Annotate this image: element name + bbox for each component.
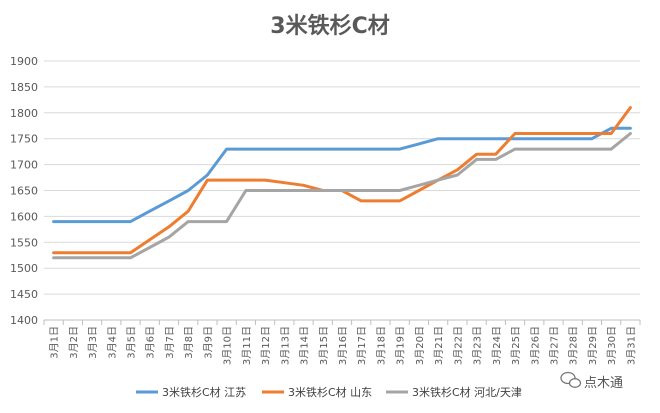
x-tick-label: 3月7日 — [164, 326, 176, 359]
x-tick-label: 3月2日 — [68, 326, 80, 359]
x-tick-label: 3月13日 — [279, 326, 291, 365]
x-tick-label: 3月29日 — [587, 326, 599, 365]
series-line-1 — [52, 126, 632, 224]
series-line-2 — [52, 106, 632, 255]
x-tick-label: 3月15日 — [318, 326, 330, 365]
y-tick-label: 1700 — [10, 159, 38, 172]
legend-label: 3米铁杉C材 河北/天津 — [412, 385, 522, 399]
axes: 1400 1450 1500 1550 1600 1650 1700 1750 1800 1850… — [10, 55, 641, 365]
legend: 3米铁杉C材 江苏 3米铁杉C材 山东 3米铁杉C材 河北/天津 — [136, 385, 522, 399]
y-tick-label: 1400 — [10, 314, 38, 327]
x-tick-label: 3月10日 — [222, 326, 234, 365]
watermark: 点木通 — [560, 371, 623, 391]
x-tick-label: 3月22日 — [452, 326, 464, 365]
x-tick-label: 3月30日 — [606, 326, 618, 365]
series-lines — [52, 106, 632, 260]
y-tick-label: 1750 — [10, 133, 38, 146]
x-tick-label: 3月1日 — [49, 326, 61, 359]
x-tick-label: 3月27日 — [548, 326, 560, 365]
legend-label: 3米铁杉C材 江苏 — [162, 385, 246, 399]
x-tick-label: 3月21日 — [433, 326, 445, 365]
x-tick-label: 3月5日 — [126, 326, 138, 359]
legend-label: 3米铁杉C材 山东 — [288, 385, 372, 399]
x-tick-label: 3月19日 — [395, 326, 407, 365]
x-tick-label: 3月24日 — [491, 326, 503, 365]
x-tick-label: 3月23日 — [472, 326, 484, 365]
y-tick-label: 1900 — [10, 55, 38, 68]
x-tick-label: 3月28日 — [568, 326, 580, 365]
y-tick-label: 1800 — [10, 107, 38, 120]
y-tick-label: 1850 — [10, 81, 38, 94]
x-tick-label: 3月26日 — [529, 326, 541, 365]
y-tick-label: 1550 — [10, 236, 38, 249]
x-tick-label: 3月16日 — [337, 326, 349, 365]
y-tick-label: 1500 — [10, 262, 38, 275]
series-line-3 — [52, 132, 632, 260]
x-tick-label: 3月9日 — [202, 326, 214, 359]
x-tick-label: 3月4日 — [106, 326, 118, 359]
x-tick-label: 3月8日 — [183, 326, 195, 359]
x-tick-label: 3月3日 — [87, 326, 99, 359]
x-tick-label: 3月12日 — [260, 326, 272, 365]
watermark-label: 点木通 — [584, 376, 623, 391]
x-tick-label: 3月18日 — [375, 326, 387, 365]
wechat-icon — [560, 371, 582, 388]
x-tick-label: 3月6日 — [145, 326, 157, 359]
x-tick-label: 3月17日 — [356, 326, 368, 365]
x-tick-label: 3月25日 — [510, 326, 522, 365]
y-tick-label: 1600 — [10, 210, 38, 223]
x-tick-label: 3月11日 — [241, 326, 253, 365]
x-tick-label: 3月31日 — [625, 326, 637, 365]
x-tick-label: 3月20日 — [414, 326, 426, 365]
y-tick-label: 1450 — [10, 288, 38, 301]
y-tick-label: 1650 — [10, 185, 38, 198]
x-tick-label: 3月14日 — [299, 326, 311, 365]
chart-title: 3米铁杉C材 — [270, 13, 389, 39]
gridlines — [44, 60, 640, 295]
